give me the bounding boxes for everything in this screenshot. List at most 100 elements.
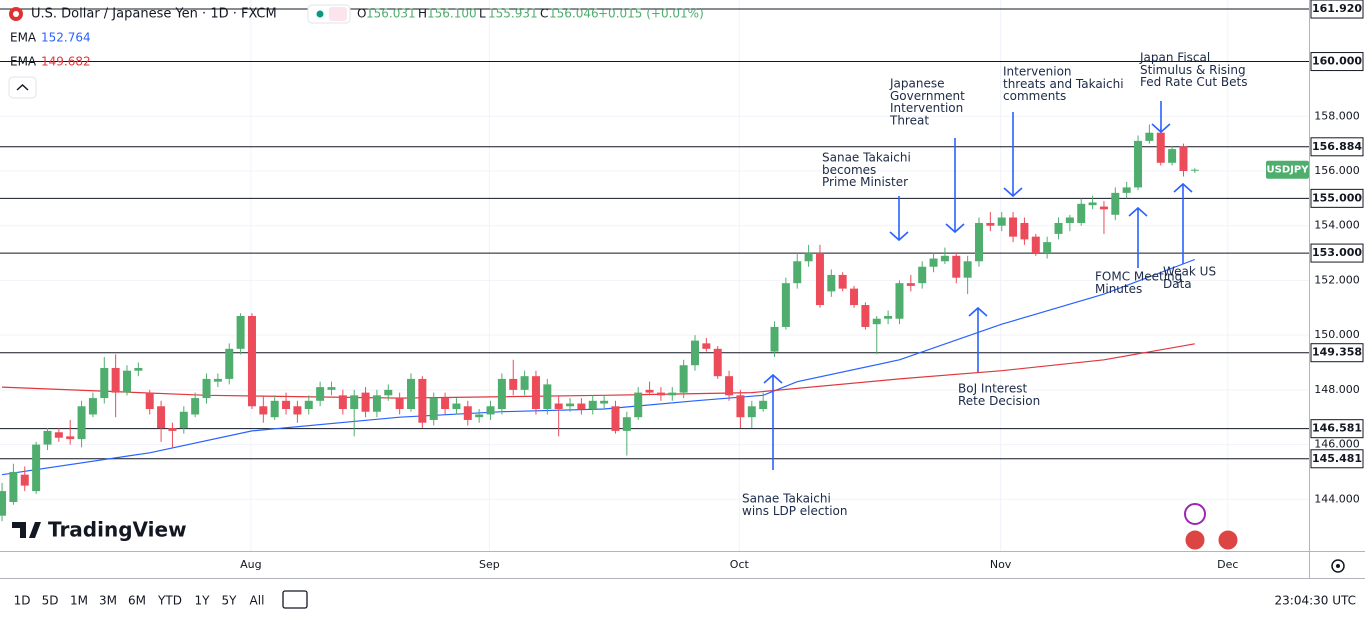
candle-body [895,283,904,319]
range-button[interactable]: 5Y [222,594,238,608]
arrow-head [1151,123,1171,134]
candle-body [622,417,631,431]
range-button[interactable]: 6M [128,594,146,608]
candle-body [668,392,677,396]
annotation-text: Weak US [1163,265,1216,279]
candle-body [384,389,393,396]
annotation-text: Stimulus & Rising [1140,63,1246,77]
clock: 23:04:30 UTC [1275,594,1357,608]
settings-button[interactable] [1331,559,1345,573]
y-tick-label: 156.000 [1314,164,1360,177]
candle-body [441,398,450,410]
candle-body [940,255,949,262]
candle-body [974,222,983,262]
event-icon[interactable] [1184,503,1206,525]
candle-body [157,406,166,429]
level-tag [1310,449,1364,469]
indicator-name: EMA [10,31,37,45]
candle-body [520,376,529,390]
candle-body [88,398,97,415]
candle-body [1190,169,1199,171]
range-button[interactable]: All [250,594,265,608]
symbol-title: U.S. Dollar / Japanese Yen · 1D · FXCM [31,7,277,22]
arrow-head [1173,182,1193,193]
annotation-text: Prime Minister [822,175,908,189]
level-label: 146.581 [1312,422,1362,435]
candle-body [872,318,881,325]
indicator-value: 152.764 [41,31,91,45]
candle-body [20,474,29,486]
ohlc-label: O [357,7,366,21]
candle-body [827,274,836,292]
candle-body [463,406,472,420]
candle-body [554,403,563,410]
candle-body [316,387,325,401]
candle-body [884,315,893,319]
level-label: 145.481 [1312,452,1362,465]
range-button[interactable]: 5D [42,594,59,608]
candle-body [486,406,495,415]
candle-body [1088,202,1097,206]
level-label: 149.358 [1312,346,1362,359]
candle-body [725,376,734,396]
candle-body [759,400,768,410]
y-tick-label: 152.000 [1314,273,1360,286]
candle-body [850,288,859,306]
candle-body [327,387,336,390]
candle-body [736,395,745,418]
annotation-text: FOMC Meeting [1095,270,1182,284]
arrow-head [763,373,783,384]
candle-body [236,315,245,349]
range-button[interactable]: 1Y [195,594,211,608]
candle-body [213,378,222,382]
candle-body [577,403,586,410]
level-label: 161.920 [1312,2,1362,15]
candle-body [168,428,177,431]
x-tick-label: Aug [240,558,261,571]
event-flag[interactable] [1217,529,1239,551]
candle-body [918,266,927,284]
level-label: 156.884 [1312,140,1362,153]
arrow-head [968,306,988,317]
ohlc-label: L [479,7,486,21]
range-button[interactable]: 1M [70,594,88,608]
annotation-text: Japan Fiscal [1139,51,1210,65]
annotation-text: BoJ Interest [958,382,1027,396]
candle-body [0,491,7,516]
logo-mark [12,522,41,538]
annotation-text: Threat [889,113,929,127]
range-button[interactable]: 1D [14,594,31,608]
annotation-text: Japanese [889,77,945,91]
collapse-button[interactable] [8,76,37,99]
ohlc-value: 156.046 [549,7,599,21]
candle-body [77,406,86,440]
event-flag[interactable] [1184,529,1206,551]
range-button[interactable]: YTD [157,594,182,608]
candle-body [361,392,370,412]
annotation-text: Intervention [890,101,963,115]
candle-body [679,365,688,393]
candle-body [452,403,461,410]
candle-body [1145,132,1154,141]
range-button[interactable]: 3M [99,594,117,608]
ema-lines [1,258,1196,476]
candle-body [54,432,63,438]
candle-body [1168,149,1177,163]
symbol-flag-dot [13,11,19,17]
collapse-icon [16,84,29,91]
candle-body [1156,132,1165,163]
candle-body [1065,217,1074,223]
y-tick-label: 150.000 [1314,328,1360,341]
date-range-button[interactable] [282,590,308,609]
candle-body [372,395,381,412]
ohlc-value: 155.931 [488,7,538,21]
annotation-text: Intervenion [1003,65,1072,79]
candle-body [588,400,597,410]
x-tick-label: Nov [990,558,1012,571]
level-label: 153.000 [1312,246,1362,259]
y-tick-label: 146.000 [1314,438,1360,451]
candle-body [1134,140,1143,188]
candle-body [1043,242,1052,254]
